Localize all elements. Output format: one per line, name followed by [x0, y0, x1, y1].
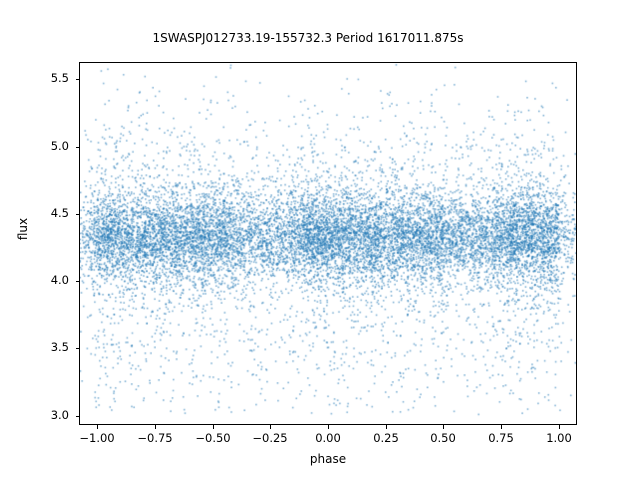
x-tick-label: −1.00 — [79, 431, 115, 445]
x-tick-mark — [270, 425, 271, 429]
plot-axes — [79, 62, 577, 425]
x-tick-mark — [386, 425, 387, 429]
x-tick-mark — [501, 425, 502, 429]
y-tick-mark — [75, 416, 79, 417]
scatter-plot-canvas — [80, 63, 576, 424]
x-tick-label: 0.25 — [373, 431, 399, 445]
x-tick-mark — [328, 425, 329, 429]
y-tick-mark — [75, 147, 79, 148]
x-tick-label: −0.50 — [195, 431, 231, 445]
y-axis-label: flux — [16, 217, 30, 241]
x-tick-mark — [97, 425, 98, 429]
y-tick-label: 4.5 — [50, 206, 69, 220]
y-tick-label: 3.0 — [50, 408, 69, 422]
y-tick-mark — [75, 79, 79, 80]
y-tick-label: 5.5 — [50, 71, 69, 85]
x-tick-label: −0.75 — [137, 431, 173, 445]
chart-title-text: 1SWASPJ012733.19-155732.3 Period 1617011… — [152, 31, 464, 45]
x-tick-label: −0.25 — [252, 431, 288, 445]
y-tick-mark — [75, 281, 79, 282]
x-tick-mark — [443, 425, 444, 429]
x-axis-label: phase — [309, 452, 347, 466]
x-tick-label: 0.50 — [430, 431, 456, 445]
x-tick-label: 1.00 — [546, 431, 572, 445]
y-tick-mark — [75, 214, 79, 215]
y-tick-label: 5.0 — [50, 139, 69, 153]
x-tick-mark — [213, 425, 214, 429]
y-tick-label: 4.0 — [50, 273, 69, 287]
chart-title: 1SWASPJ012733.19-155732.3 Period 1617011… — [0, 31, 640, 45]
y-tick-label: 3.5 — [50, 340, 69, 354]
x-tick-mark — [155, 425, 156, 429]
x-tick-mark — [559, 425, 560, 429]
x-tick-label: 0.00 — [315, 431, 341, 445]
x-tick-label: 0.75 — [488, 431, 514, 445]
y-tick-mark — [75, 348, 79, 349]
